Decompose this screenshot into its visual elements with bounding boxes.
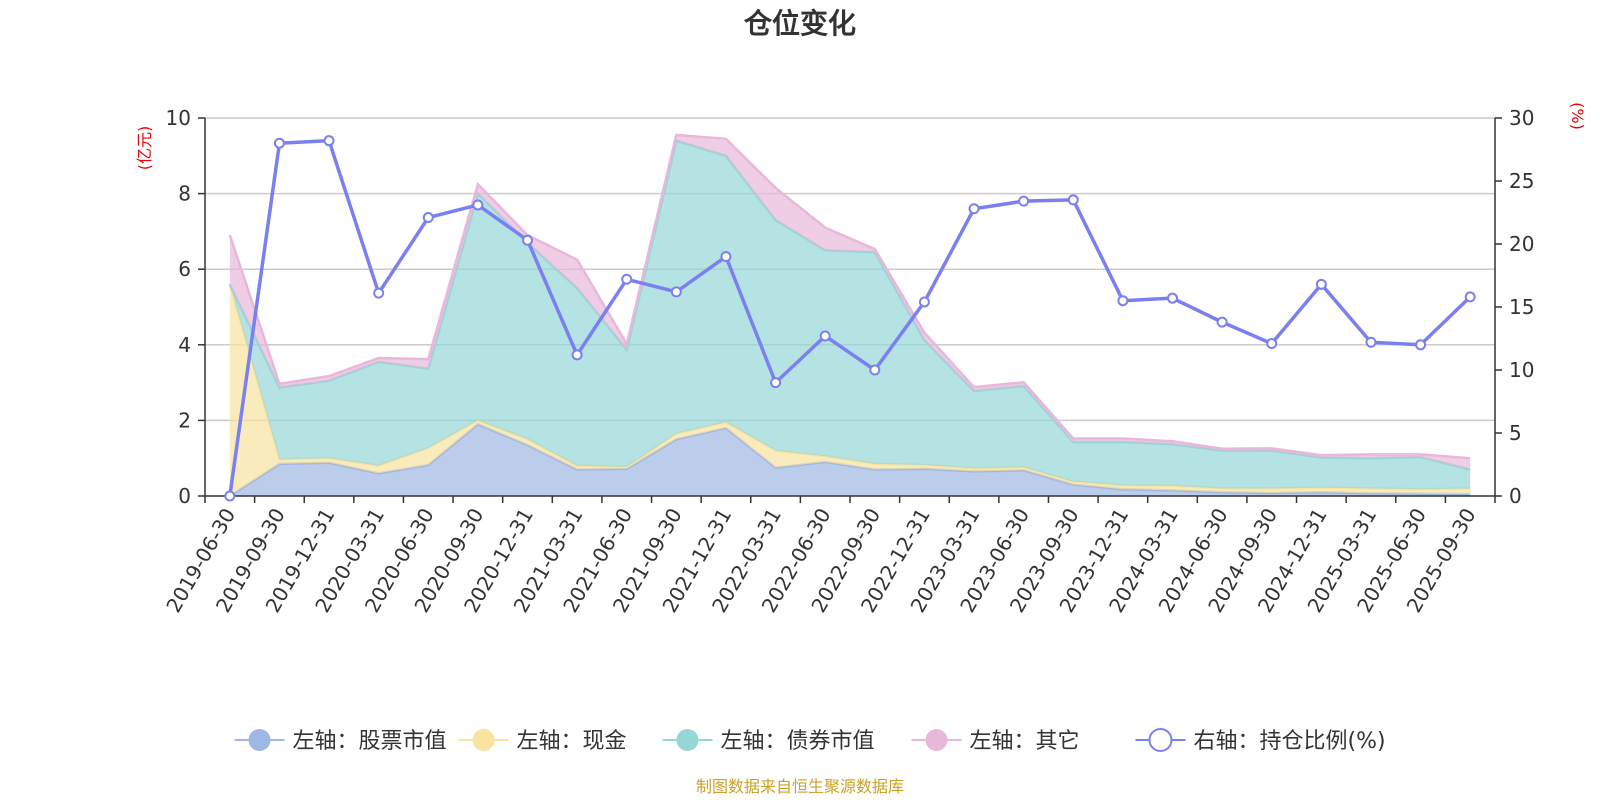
ratio-line-layer <box>224 135 1476 502</box>
right-axis-tick-label: 20 <box>1509 232 1534 256</box>
ratio-point <box>1365 336 1377 348</box>
ratio-line <box>228 138 1472 497</box>
ratio-point <box>1266 338 1278 350</box>
ratio-point <box>522 234 533 246</box>
ratio-point <box>1464 291 1476 303</box>
area-bond <box>229 140 1471 490</box>
left-axis-unit: (亿元) <box>135 126 154 171</box>
ratio-point <box>621 273 633 285</box>
ratio-point <box>323 135 335 147</box>
ratio-point <box>918 296 930 308</box>
area-edge-other <box>228 133 1471 460</box>
ratio-point <box>273 137 285 149</box>
chart-title: 仓位变化 <box>744 7 856 40</box>
legend-label-cash: 左轴：现金 <box>517 729 627 754</box>
legend-marker-bond <box>676 729 699 751</box>
legend-label-ratio: 右轴：持仓比例(%) <box>1194 729 1386 754</box>
area-stock <box>229 424 1471 496</box>
right-axis-tick-label: 30 <box>1509 106 1534 130</box>
ratio-point <box>968 203 980 215</box>
ratio-point <box>1315 278 1327 290</box>
right-axis-tick-label: 10 <box>1509 358 1534 382</box>
ratio-point <box>670 286 682 298</box>
ratio-point <box>1415 339 1427 351</box>
legend-marker-ratio <box>1148 728 1173 752</box>
left-axis-tick-label: 4 <box>178 333 191 357</box>
ratio-point <box>224 490 236 502</box>
ratio-point <box>1067 194 1079 206</box>
left-axis-tick-label: 2 <box>178 408 191 432</box>
data-source-note: 制图数据来自恒生聚源数据库 <box>696 777 904 796</box>
legend-marker-cash <box>472 729 495 751</box>
right-axis-tick-label: 15 <box>1509 295 1534 319</box>
right-axis-tick-label: 0 <box>1509 484 1522 508</box>
right-axis-unit: (%) <box>1568 102 1587 130</box>
right-axis-tick-label: 5 <box>1509 421 1522 445</box>
legend-label-stock: 左轴：股票市值 <box>293 729 447 754</box>
left-axis-tick-label: 6 <box>178 257 191 281</box>
legend-marker-stock <box>248 729 271 751</box>
ratio-point <box>373 287 385 299</box>
right-axis-tick-label: 25 <box>1509 169 1534 193</box>
ratio-point <box>720 251 732 263</box>
legend-label-other: 左轴：其它 <box>970 729 1080 754</box>
ratio-point <box>770 377 782 389</box>
ratio-point <box>1216 316 1228 328</box>
ratio-point <box>869 364 881 376</box>
legend-label-bond: 左轴：债券市值 <box>721 729 875 754</box>
legend-marker-other <box>925 729 948 751</box>
ratio-point <box>1018 195 1030 207</box>
left-axis-tick-label: 10 <box>166 106 191 130</box>
ratio-point <box>1117 295 1129 307</box>
legend: 左轴：股票市值 左轴：现金 左轴：债券市值 左轴：其它 右轴：持仓比例(%) <box>234 728 1386 754</box>
ratio-point <box>819 330 831 342</box>
stacked-areas <box>228 133 1471 498</box>
ratio-point <box>571 349 583 361</box>
ratio-point <box>1167 292 1178 304</box>
left-axis-tick-label: 8 <box>178 182 191 206</box>
ratio-point <box>472 199 484 211</box>
ratio-point <box>422 212 434 224</box>
left-axis-tick-label: 0 <box>178 484 191 508</box>
